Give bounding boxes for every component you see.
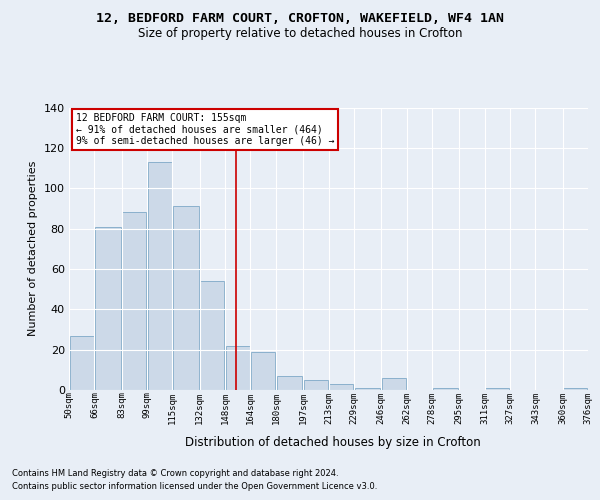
Text: Distribution of detached houses by size in Crofton: Distribution of detached houses by size … [185, 436, 481, 449]
Bar [485, 388, 509, 390]
Bar [329, 384, 353, 390]
Bar [70, 336, 94, 390]
Bar [173, 206, 199, 390]
Text: Contains HM Land Registry data © Crown copyright and database right 2024.: Contains HM Land Registry data © Crown c… [12, 468, 338, 477]
Bar [122, 212, 146, 390]
Bar [304, 380, 328, 390]
Bar [277, 376, 302, 390]
Bar [382, 378, 406, 390]
Bar [355, 388, 380, 390]
Y-axis label: Number of detached properties: Number of detached properties [28, 161, 38, 336]
Bar [251, 352, 275, 390]
Bar [95, 226, 121, 390]
Text: 12 BEDFORD FARM COURT: 155sqm
← 91% of detached houses are smaller (464)
9% of s: 12 BEDFORD FARM COURT: 155sqm ← 91% of d… [76, 113, 334, 146]
Text: Contains public sector information licensed under the Open Government Licence v3: Contains public sector information licen… [12, 482, 377, 491]
Text: 12, BEDFORD FARM COURT, CROFTON, WAKEFIELD, WF4 1AN: 12, BEDFORD FARM COURT, CROFTON, WAKEFIE… [96, 12, 504, 26]
Bar [433, 388, 458, 390]
Bar [563, 388, 587, 390]
Text: Size of property relative to detached houses in Crofton: Size of property relative to detached ho… [138, 28, 462, 40]
Bar [200, 281, 224, 390]
Bar [148, 162, 172, 390]
Bar [226, 346, 250, 390]
